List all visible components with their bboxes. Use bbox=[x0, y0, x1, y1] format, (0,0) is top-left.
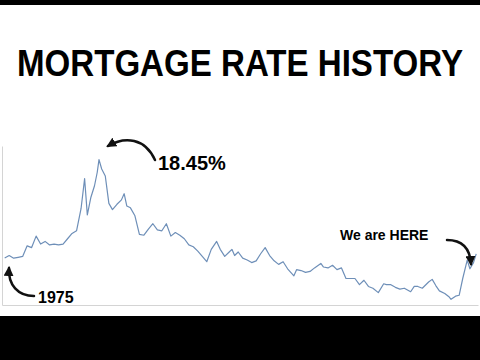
annotation: 18.45% bbox=[158, 152, 226, 174]
annotation-arrow bbox=[108, 140, 155, 160]
annotation-arrow bbox=[447, 240, 471, 264]
chart: MORTGAGE RATE HISTORY 18.45% 1975 We are HE… bbox=[0, 0, 480, 360]
top-band bbox=[0, 0, 480, 5]
annotation: We are HERE bbox=[340, 227, 428, 243]
annotation: 1975 bbox=[38, 289, 74, 306]
annotation-arrow bbox=[9, 268, 34, 296]
y-axis bbox=[2, 147, 3, 306]
y-axis-line bbox=[2, 147, 3, 306]
title: MORTGAGE RATE HISTORY bbox=[17, 43, 463, 84]
annotations: 18.45% 1975 We are HERE bbox=[9, 140, 471, 306]
bottom-band bbox=[0, 316, 480, 360]
rate-line bbox=[5, 160, 477, 300]
x-axis bbox=[3, 305, 479, 306]
x-axis-line bbox=[3, 305, 479, 306]
plot-area bbox=[5, 160, 477, 300]
